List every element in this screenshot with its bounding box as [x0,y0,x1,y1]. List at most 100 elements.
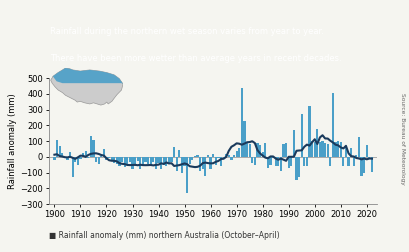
Bar [147,157,149,164]
Bar [269,157,271,165]
Bar [90,136,92,157]
Bar [334,142,336,157]
Bar [76,157,79,165]
Bar [214,157,216,165]
Text: Source: Bureau of Meteorology: Source: Bureau of Meteorology [399,93,404,184]
Bar [178,150,180,157]
Text: There have been more wetter than average years in recent decades.: There have been more wetter than average… [49,53,340,62]
Bar [71,157,74,177]
Bar [167,157,170,164]
Bar [110,157,112,160]
Bar [271,157,274,158]
Text: ■ Rainfall anomaly (mm) northern Australia (October–April): ■ Rainfall anomaly (mm) northern Austral… [49,231,279,240]
Bar [300,114,302,157]
Bar [222,157,224,159]
Bar [180,157,183,173]
Bar [199,157,201,171]
Bar [149,157,151,166]
Bar [243,121,245,157]
Bar [219,157,222,166]
Bar [339,142,341,157]
Bar [56,140,58,157]
Bar [165,157,167,166]
Bar [305,157,307,166]
Bar [63,157,66,159]
Bar [152,157,154,162]
Bar [79,157,81,159]
Bar [266,157,268,168]
Bar [276,157,279,166]
Bar [274,157,276,166]
Bar [115,157,118,164]
Bar [261,152,263,157]
Bar [256,143,258,157]
Bar [303,157,305,166]
Bar [82,153,84,157]
Bar [84,151,87,157]
Bar [263,143,266,157]
Bar [227,155,229,157]
Bar [128,157,131,162]
Bar [196,155,198,157]
Bar [97,157,99,164]
Bar [349,148,351,157]
Bar [367,157,370,159]
Bar [346,157,349,166]
Bar [188,157,191,164]
Bar [131,157,133,169]
Bar [173,147,175,157]
Bar [160,157,162,169]
Bar [105,157,107,160]
Bar [321,141,323,157]
Bar [58,146,61,157]
Bar [201,157,203,169]
Bar [123,157,126,167]
Bar [136,157,139,161]
Bar [121,157,123,162]
Bar [365,145,367,157]
Bar [87,157,89,158]
Bar [357,137,359,157]
Bar [294,157,297,180]
Polygon shape [51,68,123,105]
Bar [323,143,326,157]
Bar [61,153,63,157]
Bar [251,157,253,163]
Bar [248,144,250,157]
Bar [240,88,243,157]
Bar [139,157,141,169]
Bar [282,144,284,157]
Bar [118,157,120,166]
Bar [279,157,281,171]
Bar [290,157,292,166]
Bar [144,157,146,162]
Bar [331,93,333,157]
Y-axis label: Rainfall anomaly (mm): Rainfall anomaly (mm) [8,93,17,189]
Bar [113,157,115,163]
Bar [360,157,362,176]
Bar [155,157,157,169]
Bar [108,157,110,158]
Bar [310,141,312,157]
Bar [157,157,159,163]
Bar [313,142,315,157]
Bar [103,149,105,157]
Bar [328,157,330,166]
Bar [193,156,196,157]
Bar [95,157,97,162]
Bar [53,157,55,160]
Bar [318,142,320,157]
Polygon shape [53,68,123,84]
Bar [362,157,364,173]
Bar [308,106,310,157]
Bar [253,157,255,165]
Bar [258,145,261,157]
Bar [66,157,68,160]
Bar [191,157,193,160]
Bar [232,154,234,157]
Text: Rainfall during the northern wet season varies from year to year.: Rainfall during the northern wet season … [49,27,323,36]
Bar [284,143,286,157]
Bar [245,142,247,157]
Bar [170,157,172,162]
Bar [230,157,232,160]
